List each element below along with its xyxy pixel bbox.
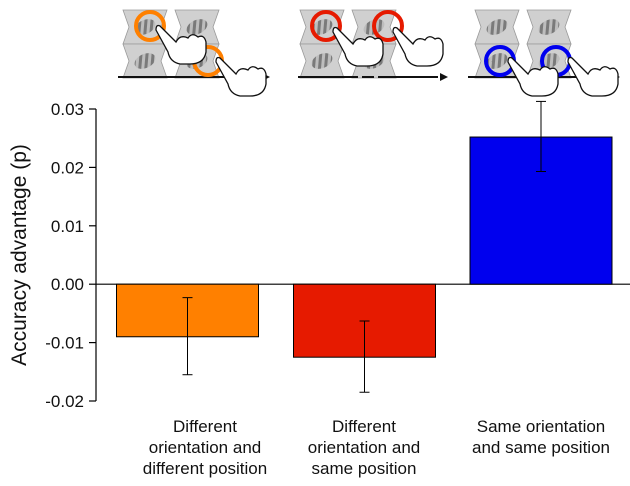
stimulus-icon — [468, 9, 620, 97]
y-axis-title: Accuracy advantage (p) — [8, 144, 31, 366]
stimulus-icon — [118, 9, 270, 97]
error-bar — [536, 100, 546, 172]
y-tick-label: -0.01 — [45, 334, 84, 353]
x-axis-categories: Different orientation and different positi… — [143, 417, 610, 478]
category-label: Different orientation and different positi… — [143, 417, 267, 478]
bars — [116, 100, 613, 393]
error-bar — [182, 297, 193, 376]
y-tick-label: 0.00 — [51, 275, 84, 294]
category-label: Different orientation and same position — [308, 417, 420, 478]
stimulus-icon — [298, 9, 448, 81]
stimulus-icons — [118, 9, 620, 97]
y-tick-label: 0.01 — [51, 217, 84, 236]
y-tick-label: 0.02 — [51, 158, 84, 177]
y-tick-label: 0.03 — [51, 100, 84, 119]
category-label: Same orientation and same position — [472, 417, 610, 457]
y-tick-label: -0.02 — [45, 392, 84, 411]
error-bar — [359, 320, 370, 393]
